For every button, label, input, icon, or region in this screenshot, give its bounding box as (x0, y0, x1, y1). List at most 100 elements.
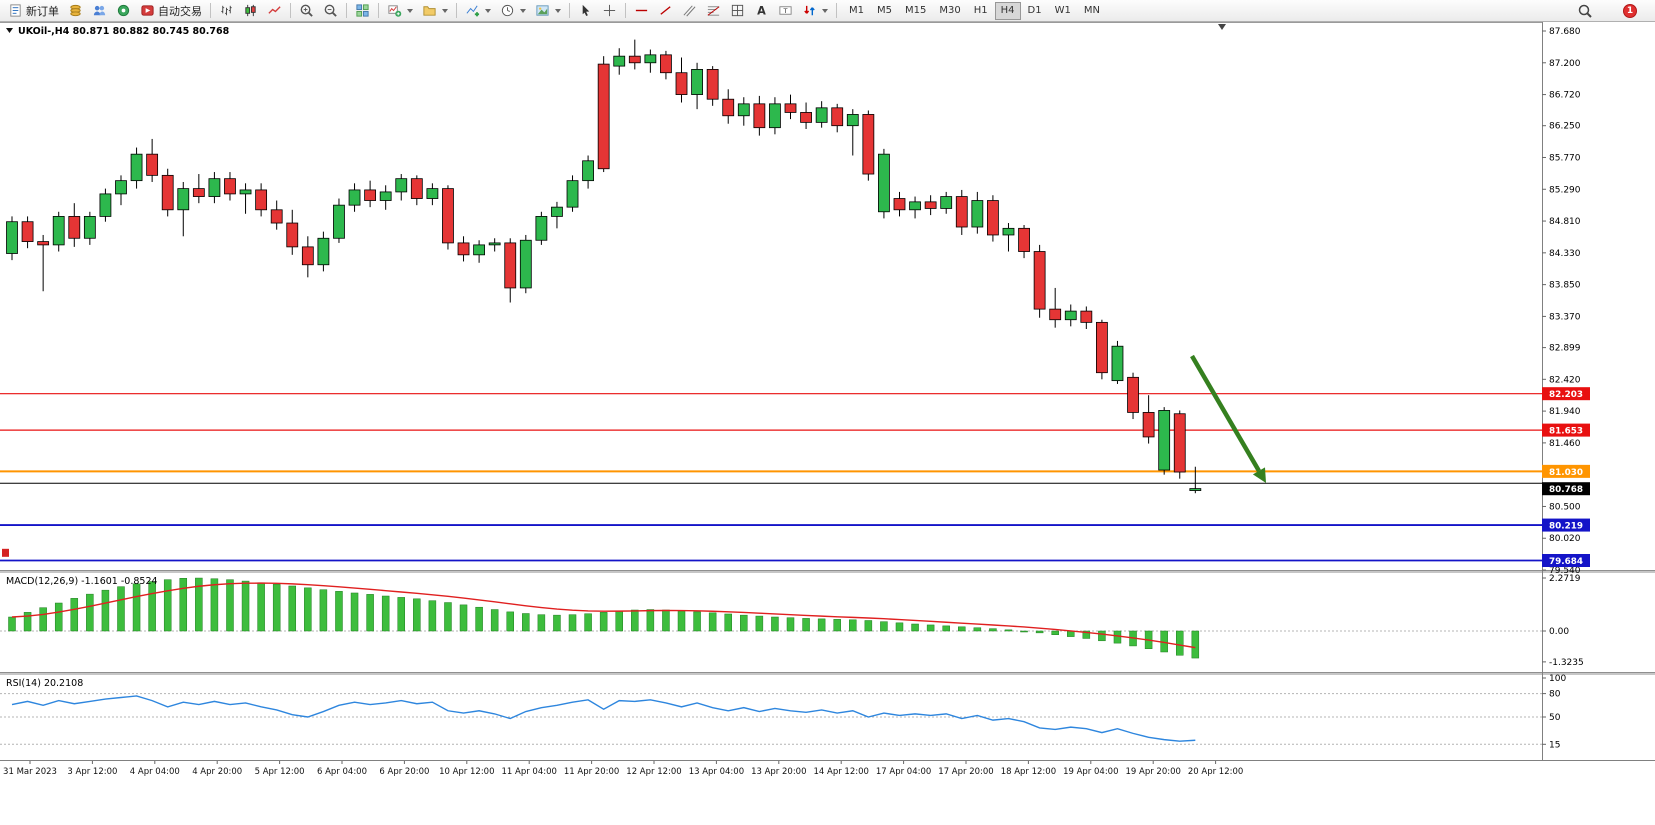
pane-splitter[interactable] (0, 570, 1655, 573)
timeframe-M5[interactable]: M5 (871, 2, 898, 20)
bar-chart-button[interactable] (215, 1, 238, 20)
cursor-icon (582, 4, 590, 16)
shapes-button[interactable] (726, 1, 749, 20)
macd-histogram-bar (39, 607, 47, 632)
left-marker-icon (2, 548, 9, 557)
macd-histogram-bar (646, 609, 655, 632)
notification-badge[interactable]: 1 (1623, 3, 1637, 18)
zoom-in-button[interactable] (295, 1, 318, 20)
collapse-triangle-icon[interactable] (6, 28, 13, 33)
candle-body (909, 201, 921, 211)
candle-body (348, 189, 361, 206)
line-chart-button[interactable] (263, 1, 286, 20)
timeframe-D1[interactable]: D1 (1022, 2, 1048, 20)
chart-svg[interactable]: 87.680 87.200 86.720 86.250 85.770 85.290 84.8… (0, 22, 1655, 825)
price-axis-label: 81.940 (1549, 407, 1581, 417)
users-icon (93, 5, 106, 16)
candle-body (1158, 410, 1171, 471)
coins-button[interactable] (64, 1, 87, 20)
rsi-line (11, 695, 1196, 742)
candle-body (582, 160, 594, 182)
candle-body (146, 153, 159, 176)
toolbar-separator (290, 3, 291, 18)
template-image-icon (536, 5, 549, 16)
macd-histogram-bar (179, 578, 188, 632)
candle-body (862, 114, 875, 175)
trend-arrow[interactable] (1190, 354, 1261, 473)
price-badge (1542, 387, 1590, 401)
macd-histogram-bar (958, 626, 966, 632)
candle-body (286, 222, 299, 248)
price-axis-label: 80.020 (1549, 534, 1581, 544)
channel-button[interactable] (678, 1, 701, 20)
timeframe-M15[interactable]: M15 (899, 2, 932, 20)
macd-histogram-bar (70, 598, 79, 632)
chart-profiles-button[interactable] (418, 1, 452, 20)
tile-windows-icon (356, 4, 369, 17)
candlestick-chart-button[interactable] (239, 1, 262, 20)
trendline-button[interactable] (654, 1, 677, 20)
chevron-down-icon (822, 8, 828, 13)
periods-button[interactable] (496, 1, 530, 20)
search-icon (1578, 4, 1592, 18)
fibonacci-button[interactable] (702, 1, 725, 20)
timeframe-M1[interactable]: M1 (843, 2, 870, 20)
candle-body (37, 241, 50, 246)
clock-icon (501, 4, 514, 17)
macd-histogram-bar (771, 616, 779, 632)
text-label-button[interactable]: T (774, 1, 797, 20)
macd-histogram-bar (319, 589, 328, 632)
macd-histogram-bar (101, 589, 110, 632)
horizontal-line-button[interactable] (630, 1, 653, 20)
candle-body (488, 242, 501, 246)
new-chart-icon (388, 5, 402, 17)
price-badge (1542, 518, 1590, 532)
timeframe-M30[interactable]: M30 (933, 2, 966, 20)
new-order-button[interactable]: 新订单 (4, 1, 63, 20)
price-badge (1542, 553, 1590, 567)
auto-trading-button[interactable]: 自动交易 (136, 1, 206, 20)
candle-body (1111, 345, 1124, 382)
templates-button[interactable] (531, 1, 565, 20)
candle-body (6, 221, 18, 254)
timeframe-H4[interactable]: H4 (994, 1, 1021, 20)
indicators-button[interactable] (461, 1, 495, 20)
price-axis-label: 82.899 (1549, 344, 1581, 354)
macd-histogram-bar (444, 602, 452, 632)
crosshair-icon (603, 4, 616, 17)
candle-body (410, 178, 423, 199)
timeframe-W1[interactable]: W1 (1049, 2, 1077, 20)
toolbar-separator (346, 3, 347, 18)
candle-body (239, 189, 252, 195)
timeframe-MN[interactable]: MN (1078, 2, 1106, 20)
new-chart-button[interactable] (383, 1, 417, 20)
macd-histogram-bar (880, 621, 888, 632)
text-button[interactable]: A (750, 1, 773, 20)
profiles-button[interactable] (88, 1, 111, 20)
time-axis-label: 4 Apr 04:00 (130, 767, 180, 777)
macd-histogram-bar (615, 610, 623, 632)
price-axis-label: 79.540 (1549, 566, 1581, 576)
time-axis-label: 12 Apr 12:00 (626, 767, 681, 777)
time-axis-label: 19 Apr 04:00 (1063, 767, 1118, 777)
time-axis-label: 17 Apr 20:00 (938, 767, 993, 777)
candle-body (270, 209, 283, 224)
pane-splitter[interactable] (0, 672, 1655, 675)
time-axis-label: 13 Apr 20:00 (751, 767, 806, 777)
cursor-button[interactable] (574, 1, 597, 20)
zoom-out-button[interactable] (319, 1, 342, 20)
macd-histogram-bar (506, 611, 514, 632)
rsi-axis-label: 15 (1549, 740, 1560, 750)
search-button[interactable] (1573, 1, 1597, 20)
macd-histogram-bar (522, 613, 530, 632)
arrows-button[interactable] (798, 1, 832, 20)
text-label-icon: T (779, 6, 792, 15)
macd-histogram-bar (210, 578, 219, 632)
candle-body (597, 63, 610, 170)
crosshair-button[interactable] (598, 1, 621, 20)
trend-arrow-head[interactable] (1252, 467, 1266, 483)
timeframe-H1[interactable]: H1 (968, 2, 994, 20)
community-button[interactable] (112, 1, 135, 20)
chart-shift-marker-icon (1218, 24, 1226, 30)
tile-windows-button[interactable] (351, 1, 374, 20)
